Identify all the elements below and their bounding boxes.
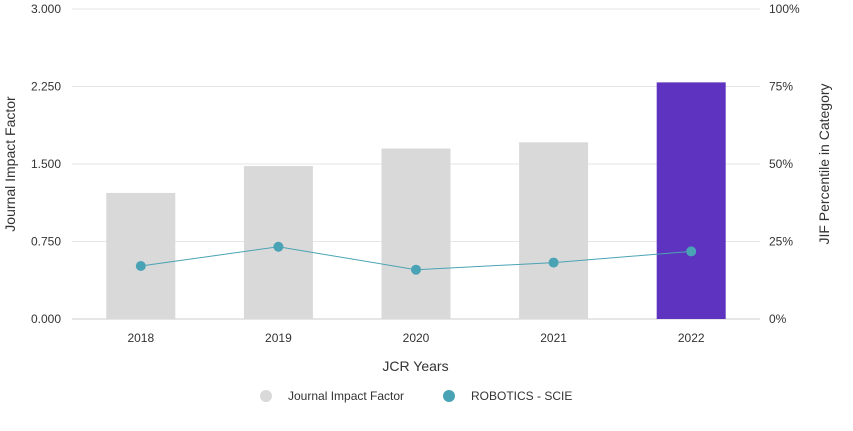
y-tick-label: 0.750	[31, 235, 61, 249]
legend: Journal Impact Factor ROBOTICS - SCIE	[260, 389, 572, 403]
y2-tick-label: 75%	[769, 80, 793, 94]
y2-tick-label: 50%	[769, 157, 793, 171]
y-tick-label: 0.000	[31, 312, 61, 326]
x-axis-ticks: 2018 2019 2020 2021 2022	[127, 331, 704, 345]
legend-label-journal-impact-factor: Journal Impact Factor	[288, 389, 404, 403]
x-tick-label: 2021	[540, 331, 567, 345]
legend-marker-journal-impact-factor	[260, 390, 272, 402]
bar-2018[interactable]	[106, 192, 176, 319]
right-axis-ticks: 0% 25% 50% 75% 100%	[769, 2, 800, 326]
bar-2021[interactable]	[519, 142, 589, 319]
y2-tick-label: 25%	[769, 235, 793, 249]
x-tick-label: 2018	[127, 331, 154, 345]
point-2021[interactable]	[548, 257, 559, 268]
point-2019[interactable]	[273, 241, 284, 252]
y-tick-label: 3.000	[31, 2, 61, 16]
y2-axis-title: JIF Percentile in Category	[816, 83, 832, 244]
x-tick-label: 2020	[403, 331, 430, 345]
x-axis-title: JCR Years	[382, 358, 448, 374]
percentile-line	[135, 241, 697, 275]
legend-item-journal-impact-factor[interactable]: Journal Impact Factor	[260, 389, 404, 403]
y-tick-label: 2.250	[31, 80, 61, 94]
x-tick-label: 2019	[265, 331, 292, 345]
y-axis-title: Journal Impact Factor	[2, 96, 18, 232]
point-2020[interactable]	[411, 264, 421, 275]
legend-item-robotics-scie[interactable]: ROBOTICS - SCIE	[443, 389, 572, 403]
y2-tick-label: 100%	[769, 2, 800, 16]
y2-tick-label: 0%	[769, 312, 787, 326]
legend-marker-robotics-scie	[443, 390, 455, 402]
point-2022[interactable]	[686, 246, 697, 257]
y-tick-label: 1.500	[31, 157, 61, 171]
bar-2020[interactable]	[381, 148, 451, 320]
bars	[106, 82, 726, 320]
bar-2022[interactable]	[656, 82, 726, 319]
legend-label-robotics-scie: ROBOTICS - SCIE	[471, 389, 572, 403]
point-2018[interactable]	[135, 260, 146, 271]
x-tick-label: 2022	[678, 331, 705, 345]
left-axis-ticks: 0.000 0.750 1.500 2.250 3.000	[31, 2, 61, 326]
